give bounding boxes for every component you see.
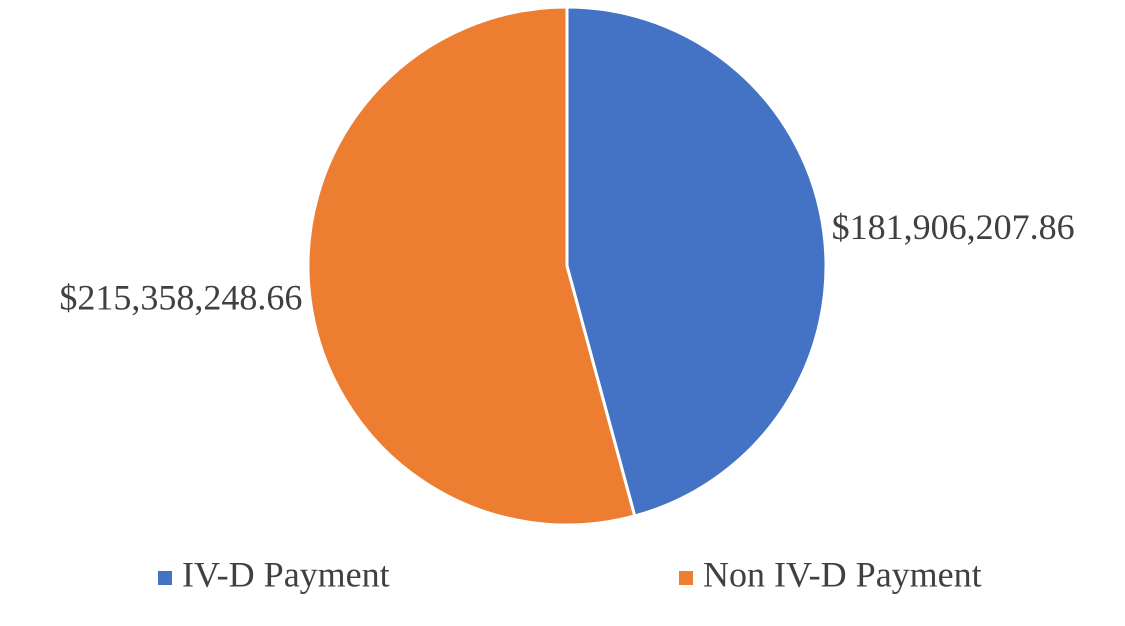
legend-swatch [679,571,693,585]
data-label: $181,906,207.86 [832,207,1075,247]
legend-label: Non IV-D Payment [703,554,982,594]
legend-swatch [158,571,172,585]
pie-slice [306,5,637,527]
data-label: $215,358,248.66 [59,277,302,317]
legend-label: IV-D Payment [182,554,390,594]
pie-slice [565,5,828,518]
